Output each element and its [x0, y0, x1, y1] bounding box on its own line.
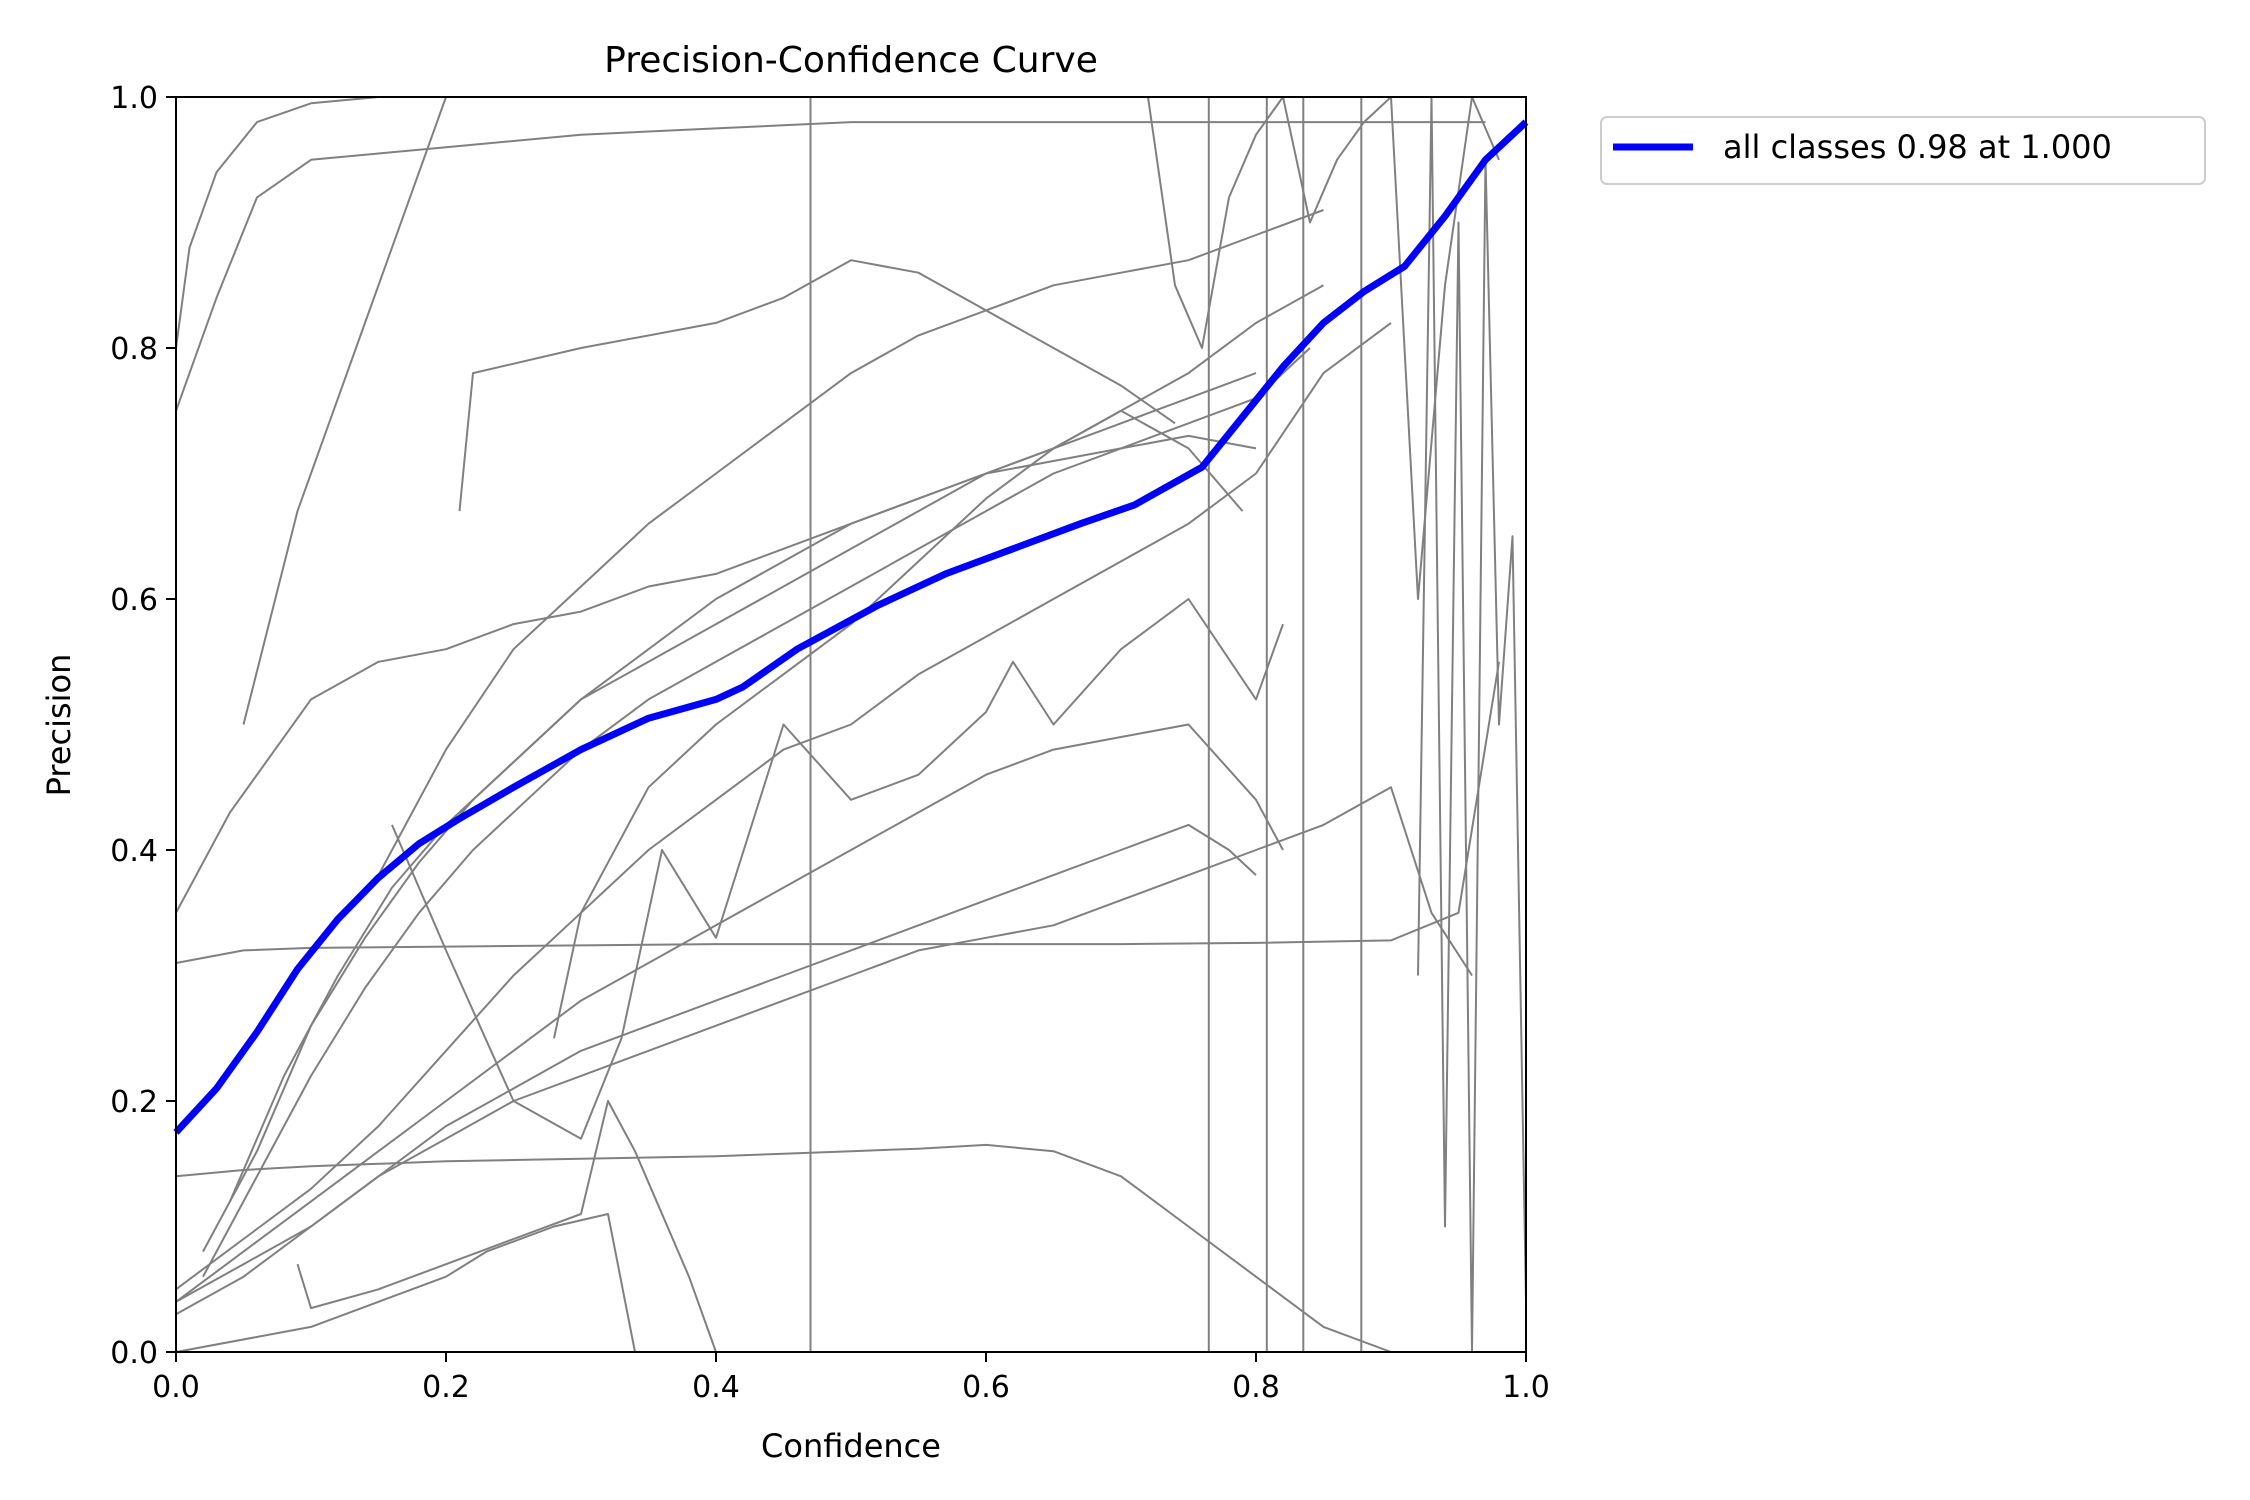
class-curve [458, 259, 1176, 512]
class-curve [202, 347, 1311, 1278]
legend-label: all classes 0.98 at 1.000 [1723, 128, 2112, 166]
y-tick-label: 0.8 [110, 332, 158, 367]
class-curves [175, 96, 1527, 1353]
x-tick-label: 0.0 [152, 1370, 200, 1405]
x-axis-label: Confidence [761, 1427, 941, 1465]
class-curve [553, 409, 1244, 1039]
x-tick-label: 0.8 [1232, 1370, 1280, 1405]
y-tick-label: 0.0 [110, 1336, 158, 1371]
class-curve [175, 121, 1486, 412]
class-curve [391, 598, 1284, 1140]
class-curve [175, 1143, 1392, 1353]
y-tick-label: 0.6 [110, 583, 158, 618]
y-tick-label: 1.0 [110, 81, 158, 116]
y-tick-label: 0.4 [110, 834, 158, 869]
legend-frame [1600, 116, 2206, 185]
x-tick-label: 0.4 [692, 1370, 740, 1405]
plot-frame [175, 96, 1527, 1353]
all-classes-curve-group [173, 119, 1529, 1135]
class-curve [1147, 96, 1500, 600]
class-curve [175, 1213, 636, 1353]
x-tick-label: 1.0 [1502, 1370, 1550, 1405]
class-curve [175, 723, 1284, 1303]
legend: all classes 0.98 at 1.000 [1600, 116, 2206, 185]
all-classes-curve [173, 119, 1529, 1135]
chart-title: Precision-Confidence Curve [604, 40, 1098, 81]
class-curve [242, 96, 447, 725]
class-curve [296, 1100, 717, 1353]
class-curve [175, 322, 1392, 1291]
y-axis: 0.0 0.2 0.4 0.6 0.8 1.0 [110, 81, 176, 1371]
x-tick-label: 0.6 [962, 1370, 1010, 1405]
x-axis: 0.0 0.2 0.4 0.6 0.8 1.0 [152, 1352, 1550, 1405]
class-curve [202, 372, 1257, 1253]
class-curve [175, 434, 1257, 914]
class-curve [229, 284, 1324, 1202]
y-axis-label: Precision [40, 654, 78, 797]
class-curve [377, 209, 1324, 876]
x-tick-label: 0.2 [422, 1370, 470, 1405]
y-tick-label: 0.2 [110, 1085, 158, 1120]
